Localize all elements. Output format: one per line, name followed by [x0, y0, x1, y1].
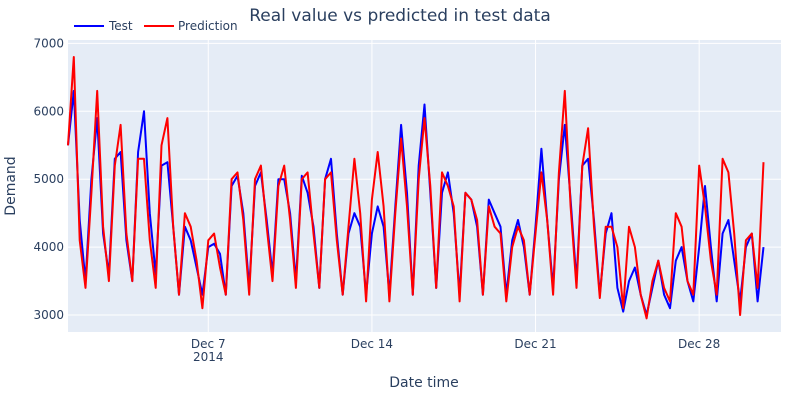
- x-tick-label: Dec 28: [678, 337, 720, 351]
- y-axis-title: Demand: [3, 156, 19, 215]
- legend-label-test: Test: [108, 19, 133, 33]
- x-tick-label: Dec 14: [351, 337, 393, 351]
- legend-item-test[interactable]: Test: [74, 19, 133, 33]
- series-layer: [67, 56, 765, 320]
- legend-label-prediction: Prediction: [178, 19, 238, 33]
- chart-title: Real value vs predicted in test data: [249, 6, 551, 26]
- y-tick-label: 7000: [33, 36, 64, 50]
- legend-item-prediction[interactable]: Prediction: [144, 19, 238, 33]
- y-tick-label: 5000: [33, 172, 64, 186]
- y-tick-label: 6000: [33, 104, 64, 118]
- grid: [68, 40, 781, 332]
- legend: Test Prediction: [74, 19, 238, 33]
- y-axis-ticks: 3000 4000 5000 6000 7000: [33, 36, 64, 322]
- y-tick-label: 4000: [33, 240, 64, 254]
- x-axis-title: Date time: [389, 375, 459, 391]
- x-tick-label: Dec 21: [514, 337, 556, 351]
- plot-area: [68, 40, 781, 332]
- y-tick-label: 3000: [33, 308, 64, 322]
- series-line-prediction: [67, 56, 765, 320]
- x-tick-label: Dec 7: [191, 337, 226, 351]
- x-tick-sublabel: 2014: [193, 350, 224, 364]
